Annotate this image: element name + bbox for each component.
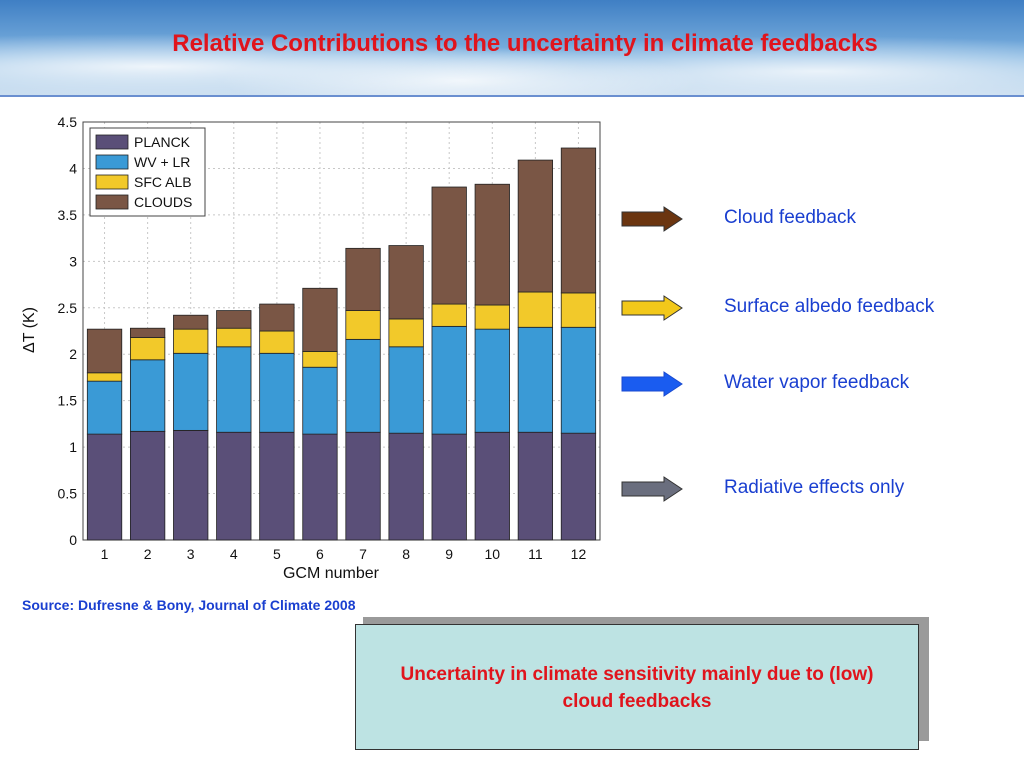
- arrow-row-radiative: Radiative effects only: [620, 473, 1020, 503]
- bar-segment-clouds: [129, 327, 166, 338]
- bar-segment-planck: [431, 433, 467, 541]
- bar-segment-sfc-alb: [216, 327, 252, 348]
- source-citation: Source: Dufresne & Bony, Journal of Clim…: [22, 597, 356, 613]
- bar-segment-planck: [345, 431, 381, 541]
- y-tick-label: 0.5: [58, 486, 78, 502]
- arrow-label-radiative: Radiative effects only: [724, 477, 905, 498]
- arrow-label-cloud: Cloud feedback: [724, 207, 857, 228]
- y-axis-title: ΔT (K): [21, 307, 38, 353]
- bar-segment-sfc-alb: [86, 372, 123, 382]
- y-tick-label: 1.5: [58, 393, 78, 409]
- bar-segment-clouds: [431, 186, 467, 305]
- y-tick-label: 4: [69, 160, 77, 176]
- header-banner: [0, 0, 1024, 97]
- x-tick-label: 6: [316, 546, 324, 562]
- x-tick-label: 8: [402, 546, 410, 562]
- bar-segment-wv-lr: [129, 359, 166, 432]
- bar-segment-planck: [560, 432, 597, 541]
- x-tick-label: 5: [273, 546, 281, 562]
- y-tick-label: 3: [69, 253, 77, 269]
- legend-swatch: [95, 134, 129, 150]
- x-tick-label: 12: [571, 546, 587, 562]
- stacked-bar-chart: 00.511.522.533.544.51 2 3 4 5 6 7 8 9 10 11 12 PLAN…: [10, 105, 610, 585]
- bar-segment-sfc-alb: [560, 292, 597, 328]
- bar-segment-wv-lr: [517, 326, 554, 433]
- bar-segment-clouds: [302, 287, 338, 352]
- bar-segment-clouds: [259, 303, 295, 332]
- x-tick-label: 4: [230, 546, 238, 562]
- arrow-row-cloud: Cloud feedback: [620, 203, 1020, 233]
- bar-segment-wv-lr: [388, 346, 424, 434]
- bar-segment-sfc-alb: [345, 310, 381, 340]
- bar-segment-planck: [259, 431, 295, 541]
- y-tick-label: 2.5: [58, 300, 78, 316]
- bar-segment-wv-lr: [431, 325, 467, 435]
- right-arrow-icon: [621, 295, 683, 321]
- bar-segment-wv-lr: [474, 328, 510, 433]
- bar-segment-planck: [216, 431, 252, 541]
- x-tick-label: 2: [144, 546, 152, 562]
- bar-segment-clouds: [388, 245, 424, 320]
- slide-title: Relative Contributions to the uncertaint…: [172, 30, 878, 57]
- bar-segment-clouds: [517, 159, 554, 293]
- x-axis-title: GCM number: [283, 565, 380, 582]
- bar-segment-wv-lr: [259, 352, 295, 433]
- bar-segment-sfc-alb: [173, 328, 209, 354]
- bar-segment-clouds: [86, 328, 123, 374]
- bar-segment-clouds: [173, 314, 209, 330]
- bar-segment-sfc-alb: [388, 318, 424, 348]
- legend-label: SFC ALB: [134, 174, 192, 190]
- y-tick-label: 1: [69, 439, 77, 455]
- bar-segment-sfc-alb: [474, 304, 510, 330]
- x-tick-label: 9: [445, 546, 453, 562]
- bar-segment-planck: [388, 432, 424, 541]
- bar-segment-planck: [129, 430, 166, 541]
- bar-segment-wv-lr: [345, 338, 381, 433]
- bar-segment-wv-lr: [216, 346, 252, 433]
- bar-segment-planck: [173, 429, 209, 541]
- bar-segment-sfc-alb: [517, 291, 554, 328]
- y-tick-label: 0: [69, 532, 77, 548]
- bar-segment-clouds: [345, 247, 381, 311]
- legend-label: PLANCK: [134, 134, 191, 150]
- arrow-row-water-vapor: Water vapor feedback: [620, 368, 1020, 398]
- x-tick-label: 3: [187, 546, 195, 562]
- legend-swatch: [95, 194, 129, 210]
- legend-label: CLOUDS: [134, 194, 192, 210]
- bar-segment-wv-lr: [86, 380, 123, 435]
- bar-segment-wv-lr: [173, 352, 209, 431]
- bar-segment-wv-lr: [560, 326, 597, 434]
- bar-segment-sfc-alb: [259, 330, 295, 354]
- legend-swatch: [95, 174, 129, 190]
- y-tick-label: 2: [69, 346, 77, 362]
- arrow-label-water-vapor: Water vapor feedback: [724, 372, 910, 393]
- right-arrow-icon: [621, 206, 683, 232]
- bar-segment-sfc-alb: [302, 351, 338, 368]
- arrow-row-albedo: Surface albedo feedback: [620, 292, 1020, 322]
- arrow-label-albedo: Surface albedo feedback: [724, 296, 935, 317]
- legend-swatch: [95, 154, 129, 170]
- conclusion-box: Uncertainty in climate sensitivity mainl…: [355, 624, 919, 750]
- legend-label: WV + LR: [134, 154, 190, 170]
- bar-segment-sfc-alb: [431, 303, 467, 327]
- bar-segment-planck: [302, 433, 338, 541]
- bar-segment-sfc-alb: [129, 337, 166, 361]
- y-tick-label: 4.5: [58, 114, 78, 130]
- bar-segment-clouds: [474, 183, 510, 306]
- bar-segment-planck: [86, 433, 123, 541]
- bar-segment-wv-lr: [302, 366, 338, 435]
- x-tick-label: 11: [528, 546, 543, 562]
- y-tick-label: 3.5: [58, 207, 78, 223]
- conclusion-text: Uncertainty in climate sensitivity mainl…: [400, 664, 874, 712]
- bar-segment-clouds: [560, 147, 597, 294]
- right-arrow-icon: [621, 371, 683, 397]
- x-tick-label: 7: [359, 546, 367, 562]
- bar-segment-planck: [474, 431, 510, 541]
- bar-segment-clouds: [216, 310, 252, 329]
- x-tick-label: 10: [485, 546, 501, 562]
- right-arrow-icon: [621, 476, 683, 502]
- bar-segment-planck: [517, 431, 554, 541]
- x-tick-label: 1: [101, 546, 109, 562]
